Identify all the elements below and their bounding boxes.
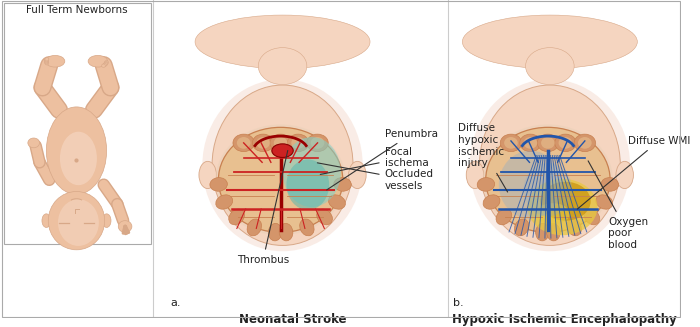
Ellipse shape bbox=[45, 59, 48, 62]
Text: b.: b. bbox=[453, 298, 463, 308]
Ellipse shape bbox=[541, 137, 554, 149]
Ellipse shape bbox=[480, 85, 620, 246]
Ellipse shape bbox=[270, 134, 291, 152]
Ellipse shape bbox=[500, 134, 522, 152]
Ellipse shape bbox=[195, 15, 370, 69]
Ellipse shape bbox=[528, 121, 572, 142]
Ellipse shape bbox=[237, 137, 251, 149]
Text: Diffuse
hypoxic
ischemic
injury: Diffuse hypoxic ischemic injury bbox=[458, 123, 508, 192]
Ellipse shape bbox=[466, 161, 484, 189]
Ellipse shape bbox=[601, 178, 619, 191]
Text: Diffuse WMI: Diffuse WMI bbox=[578, 136, 690, 209]
Ellipse shape bbox=[470, 79, 630, 251]
Ellipse shape bbox=[483, 124, 613, 235]
Ellipse shape bbox=[218, 127, 343, 232]
Ellipse shape bbox=[578, 137, 592, 149]
Ellipse shape bbox=[279, 223, 293, 241]
Ellipse shape bbox=[253, 134, 274, 152]
Text: Full Term Newborns: Full Term Newborns bbox=[26, 5, 127, 15]
Ellipse shape bbox=[499, 151, 562, 219]
Ellipse shape bbox=[102, 214, 111, 228]
Ellipse shape bbox=[210, 178, 228, 191]
Ellipse shape bbox=[486, 127, 610, 232]
Ellipse shape bbox=[102, 64, 106, 67]
Ellipse shape bbox=[547, 223, 560, 241]
Ellipse shape bbox=[519, 134, 541, 152]
Ellipse shape bbox=[524, 163, 572, 216]
Ellipse shape bbox=[283, 137, 341, 207]
Ellipse shape bbox=[311, 137, 324, 149]
Ellipse shape bbox=[45, 60, 48, 64]
Ellipse shape bbox=[496, 209, 512, 225]
Ellipse shape bbox=[268, 223, 282, 241]
Ellipse shape bbox=[328, 195, 345, 209]
Ellipse shape bbox=[559, 137, 572, 149]
Ellipse shape bbox=[286, 159, 329, 210]
Ellipse shape bbox=[274, 137, 288, 149]
Ellipse shape bbox=[258, 48, 307, 85]
Ellipse shape bbox=[288, 134, 309, 152]
Ellipse shape bbox=[537, 134, 559, 152]
Text: Occluded
vessels: Occluded vessels bbox=[317, 163, 433, 191]
Text: Oxygen
poor
blood: Oxygen poor blood bbox=[588, 161, 648, 250]
Ellipse shape bbox=[88, 55, 108, 67]
Ellipse shape bbox=[229, 209, 244, 225]
Ellipse shape bbox=[48, 192, 105, 250]
Ellipse shape bbox=[46, 107, 106, 195]
Ellipse shape bbox=[504, 137, 518, 149]
Ellipse shape bbox=[616, 161, 634, 189]
Ellipse shape bbox=[28, 138, 39, 148]
Text: Penumbra: Penumbra bbox=[327, 129, 438, 190]
Ellipse shape bbox=[483, 195, 500, 209]
Ellipse shape bbox=[45, 61, 49, 65]
Ellipse shape bbox=[216, 195, 232, 209]
Ellipse shape bbox=[58, 199, 99, 246]
Text: Hypoxic Ischemic Encephalopathy: Hypoxic Ischemic Encephalopathy bbox=[452, 313, 677, 326]
Ellipse shape bbox=[334, 178, 351, 191]
Ellipse shape bbox=[524, 137, 537, 149]
Text: Focal
ischema: Focal ischema bbox=[321, 147, 428, 174]
Ellipse shape bbox=[528, 179, 598, 235]
Ellipse shape bbox=[256, 137, 270, 149]
Ellipse shape bbox=[45, 58, 49, 61]
Ellipse shape bbox=[118, 221, 132, 232]
FancyBboxPatch shape bbox=[4, 3, 151, 244]
Ellipse shape bbox=[567, 219, 582, 236]
Ellipse shape bbox=[536, 203, 570, 225]
Ellipse shape bbox=[60, 132, 97, 185]
Ellipse shape bbox=[463, 15, 637, 69]
Ellipse shape bbox=[104, 62, 107, 66]
Ellipse shape bbox=[316, 209, 332, 225]
Text: Thrombus: Thrombus bbox=[237, 150, 289, 265]
Ellipse shape bbox=[104, 60, 108, 64]
Ellipse shape bbox=[596, 195, 612, 209]
Ellipse shape bbox=[307, 134, 328, 152]
Ellipse shape bbox=[554, 134, 576, 152]
Ellipse shape bbox=[216, 124, 346, 235]
Ellipse shape bbox=[349, 161, 366, 189]
Ellipse shape bbox=[42, 214, 50, 228]
Ellipse shape bbox=[477, 178, 495, 191]
Ellipse shape bbox=[300, 219, 314, 236]
Ellipse shape bbox=[514, 219, 528, 236]
Ellipse shape bbox=[260, 121, 304, 142]
Ellipse shape bbox=[199, 161, 216, 189]
Ellipse shape bbox=[103, 63, 106, 67]
Text: a.: a. bbox=[171, 298, 181, 308]
Ellipse shape bbox=[44, 60, 48, 63]
Ellipse shape bbox=[202, 79, 363, 251]
Ellipse shape bbox=[247, 219, 262, 236]
Ellipse shape bbox=[540, 182, 591, 221]
Ellipse shape bbox=[574, 134, 596, 152]
Ellipse shape bbox=[104, 61, 108, 65]
Ellipse shape bbox=[272, 144, 293, 158]
Text: Neonatal Stroke: Neonatal Stroke bbox=[239, 313, 346, 326]
Ellipse shape bbox=[536, 223, 550, 241]
Ellipse shape bbox=[233, 134, 254, 152]
Ellipse shape bbox=[212, 85, 353, 246]
Ellipse shape bbox=[46, 55, 65, 67]
Ellipse shape bbox=[584, 209, 600, 225]
Ellipse shape bbox=[291, 137, 305, 149]
Ellipse shape bbox=[526, 48, 574, 85]
